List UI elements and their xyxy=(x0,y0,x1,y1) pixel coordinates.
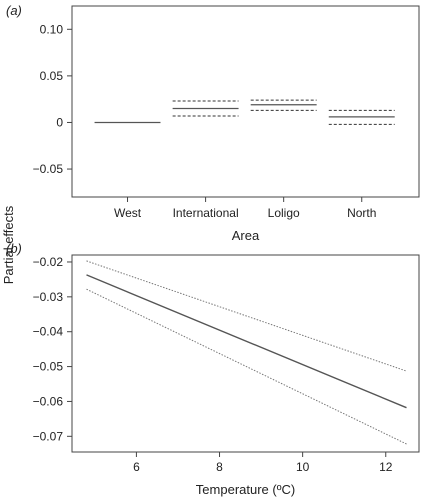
x-tick-label: Loligo xyxy=(268,206,300,220)
y-tick-label: −0.03 xyxy=(33,290,64,304)
y-tick-label: 0.05 xyxy=(40,69,64,83)
y-tick-label: 0.10 xyxy=(40,22,64,36)
x-tick-label: 6 xyxy=(133,460,140,474)
estimate-line xyxy=(86,274,407,409)
x-tick-label: North xyxy=(347,206,376,220)
shared-y-axis-label: Partial effects xyxy=(1,205,16,284)
y-tick-label: −0.02 xyxy=(33,255,64,269)
y-tick-label: −0.05 xyxy=(33,360,64,374)
x-tick-label: 12 xyxy=(379,460,393,474)
panel-b: (b) −0.07 −0.06 −0.05 −0.04 −0.03 −0.02 6 8 10 12 T… xyxy=(6,241,420,497)
x-tick-label: International xyxy=(173,206,239,220)
panel-a: (a) −0.05 0 0.05 0.10 West International Loligo… xyxy=(6,3,420,243)
y-tick-label: −0.04 xyxy=(33,325,64,339)
x-axis-label: Temperature (ºC) xyxy=(196,482,295,497)
x-tick-label: 10 xyxy=(296,460,310,474)
x-axis-label: Area xyxy=(232,228,260,243)
y-tick-label: −0.07 xyxy=(33,429,64,443)
lower-bound-line xyxy=(86,288,407,445)
x-tick-label: West xyxy=(114,206,142,220)
x-tick-label: 8 xyxy=(216,460,223,474)
y-tick-label: −0.05 xyxy=(33,162,64,176)
y-tick-label: −0.06 xyxy=(33,394,64,408)
upper-bound-line xyxy=(86,260,407,372)
panel-label: (a) xyxy=(6,3,22,18)
plot-frame xyxy=(71,254,420,453)
panel-label: (b) xyxy=(6,241,22,256)
y-tick-label: 0 xyxy=(56,115,63,129)
plot-frame xyxy=(71,5,420,198)
